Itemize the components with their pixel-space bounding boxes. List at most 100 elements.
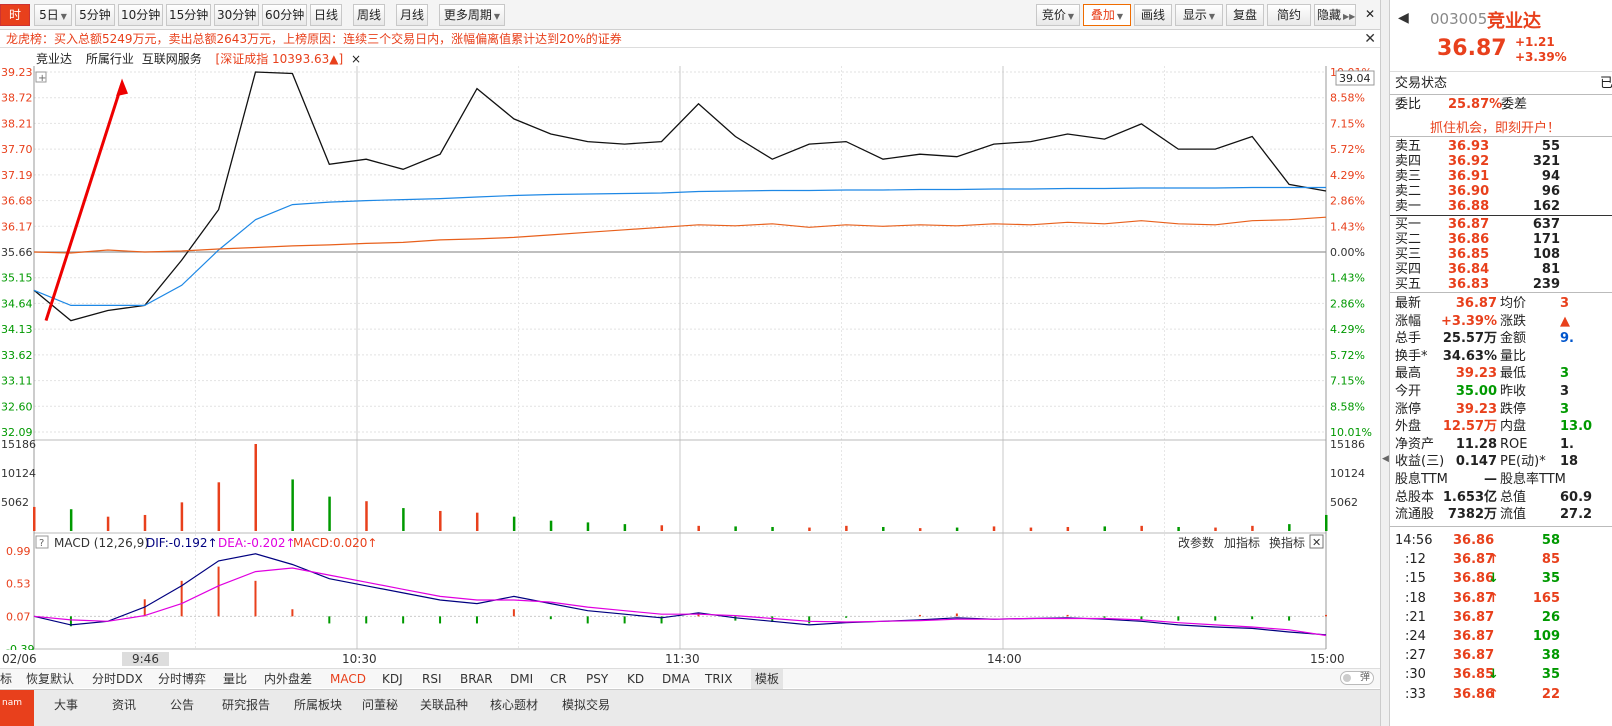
close-icon[interactable]: ✕ — [1364, 31, 1376, 47]
bid-row[interactable]: 买五 36.83 239 — [1390, 277, 1612, 292]
replay-button[interactable]: 复盘 — [1226, 4, 1264, 26]
overlay-label: 叠加 — [1090, 8, 1115, 22]
tab-related[interactable]: 关联品种 — [420, 698, 469, 712]
tab-macd[interactable]: MACD — [330, 672, 366, 686]
display-label: 显示 — [1182, 8, 1207, 22]
volume-bar — [808, 527, 811, 531]
tab-brar[interactable]: BRAR — [460, 672, 493, 686]
tab-60min[interactable]: 60分钟 — [262, 4, 307, 26]
bid-volume: 637 — [1532, 217, 1560, 232]
add-indicator-button[interactable]: 加指标 — [1224, 535, 1260, 550]
draw-line-button[interactable]: 画线 — [1134, 4, 1172, 26]
tab-restore-default[interactable]: 恢复默认 — [26, 672, 75, 686]
bid-row[interactable]: 买一 36.87 637 — [1390, 217, 1612, 232]
display-dropdown[interactable]: 显示 ▼ — [1175, 4, 1223, 26]
tab-game[interactable]: 分时博弈 — [158, 672, 207, 686]
tab-ask-secretary[interactable]: 问董秘 — [362, 698, 399, 712]
switch-indicator-button[interactable]: 换指标 — [1269, 535, 1305, 550]
stat-value: 35.00 — [1455, 384, 1497, 399]
bid-row[interactable]: 买三 36.85 108 — [1390, 247, 1612, 262]
tab-10min[interactable]: 10分钟 — [118, 4, 163, 26]
tab-kd[interactable]: KD — [627, 672, 645, 686]
bid-level-label: 买五 — [1395, 277, 1422, 292]
tab-kdj[interactable]: KDJ — [382, 672, 403, 686]
stat-value: 25.57万 — [1442, 331, 1497, 347]
price-tick-label: 33.62 — [1, 349, 33, 362]
tab-inout-diff[interactable]: 内外盘差 — [264, 672, 313, 686]
tab-sectors[interactable]: 所属板块 — [294, 698, 343, 712]
ask-row[interactable]: 卖四 36.92 321 — [1390, 154, 1612, 169]
tab-psy[interactable]: PSY — [586, 672, 609, 686]
tick-time: :15 — [1405, 571, 1426, 587]
hide-button[interactable]: 隐藏 ▶▶ — [1314, 4, 1356, 26]
tab-5day[interactable]: 5日 ▼ — [34, 4, 72, 26]
overlay-index-tag[interactable]: [深证成指 10393.63▲] — [215, 52, 344, 66]
close-icon[interactable]: ✕ — [1364, 7, 1376, 21]
stat-label: 流通股 — [1395, 507, 1435, 523]
tab-15min[interactable]: 15分钟 — [166, 4, 211, 26]
tab-daily[interactable]: 日线 — [310, 4, 342, 26]
tab-research[interactable]: 研究报告 — [222, 698, 271, 712]
tab-simulation[interactable]: 模拟交易 — [562, 698, 611, 712]
tick-time: :12 — [1405, 552, 1426, 568]
tab-5min[interactable]: 5分钟 — [75, 4, 115, 26]
stat-label-2: 金额 — [1500, 331, 1527, 347]
pct-tick-label: 2.86% — [1330, 297, 1365, 310]
tab-timeshare[interactable]: 时 — [0, 4, 30, 26]
simple-button[interactable]: 简约 — [1267, 4, 1311, 26]
tab-trix[interactable]: TRIX — [705, 672, 733, 686]
open-account-link[interactable]: 抓住机会，即刻开户！ — [1430, 117, 1561, 137]
stat-label-2: 总值 — [1500, 489, 1527, 505]
tab-30min[interactable]: 30分钟 — [214, 4, 259, 26]
bid-row[interactable]: 买四 36.84 81 — [1390, 262, 1612, 277]
tab-cr[interactable]: CR — [550, 672, 567, 686]
volume-tick-label-right: 10124 — [1330, 467, 1365, 480]
auction-dropdown[interactable]: 竞价 ▼ — [1036, 4, 1080, 26]
trade-status-value: 已 — [1600, 76, 1612, 91]
tab-template[interactable]: 模板 — [751, 669, 784, 689]
close-icon[interactable] — [1309, 534, 1324, 549]
prev-stock-icon[interactable]: ◀ — [1398, 10, 1409, 26]
panel-splitter[interactable]: ◀ — [1380, 0, 1390, 726]
overlay-dropdown[interactable]: 叠加 ▼ — [1083, 4, 1131, 26]
stat-label: 收益(三) — [1395, 454, 1445, 470]
change-params-button[interactable]: 改参数 — [1178, 535, 1214, 550]
tab-ddx[interactable]: 分时DDX — [92, 672, 143, 686]
tab-announcements[interactable]: 公告 — [170, 698, 195, 712]
ask-row[interactable]: 卖三 36.91 94 — [1390, 169, 1612, 184]
divider — [1390, 526, 1612, 527]
ask-row[interactable]: 卖一 36.88 162 — [1390, 199, 1612, 214]
tab-rsi[interactable]: RSI — [422, 672, 442, 686]
bid-row[interactable]: 买二 36.86 171 — [1390, 232, 1612, 247]
more-periods-dropdown[interactable]: 更多周期 ▼ — [439, 4, 505, 26]
ask-row[interactable]: 卖五 36.93 55 — [1390, 139, 1612, 154]
plus-icon[interactable] — [35, 71, 47, 83]
intraday-chart[interactable]: 39.23 10.01% 38.72 8.58% 38.21 7.15% 37.70 5.72… — [0, 66, 1388, 650]
chevron-down-icon: ▼ — [1116, 12, 1124, 21]
stat-label-2: 内盘 — [1500, 419, 1527, 435]
tab-indicator-prefix[interactable]: 标 — [0, 672, 13, 686]
help-icon[interactable] — [35, 535, 49, 549]
remove-overlay-icon[interactable]: × — [351, 52, 362, 66]
tab-volume-ratio[interactable]: 量比 — [223, 672, 248, 686]
popup-toggle[interactable]: 弹 — [1340, 671, 1374, 685]
stat-value: 12.57万 — [1442, 419, 1497, 435]
collapse-arrow-icon[interactable]: ◀ — [1382, 454, 1389, 464]
ask-row[interactable]: 卖二 36.90 96 — [1390, 184, 1612, 199]
tab-events[interactable]: 大事 — [54, 698, 79, 712]
tick-row: :27 36.87 38 — [1390, 647, 1612, 665]
stat-row: 净资产 11.28 ROE 1. — [1390, 436, 1612, 454]
chart-series — [33, 71, 1327, 322]
tab-dmi[interactable]: DMI — [510, 672, 534, 686]
stat-row: 最高 39.23 最低 3 — [1390, 365, 1612, 383]
tab-themes[interactable]: 核心题材 — [490, 698, 539, 712]
tab-dma[interactable]: DMA — [662, 672, 690, 686]
tab-monthly[interactable]: 月线 — [396, 4, 428, 26]
industry-value[interactable]: 互联网服务 — [141, 52, 202, 66]
time-tick-cursor: 9:46 — [122, 652, 169, 666]
tab-brand[interactable]: nam — [0, 690, 34, 726]
tick-row: :12 36.87 ↑ 85 — [1390, 551, 1612, 569]
tab-weekly[interactable]: 周线 — [353, 4, 385, 26]
dragon-tiger-notice: 龙虎榜：买入总额5249万元，卖出总额2643万元，上榜原因：连续三个交易日内，… — [0, 30, 1388, 48]
tab-news[interactable]: 资讯 — [112, 698, 137, 712]
